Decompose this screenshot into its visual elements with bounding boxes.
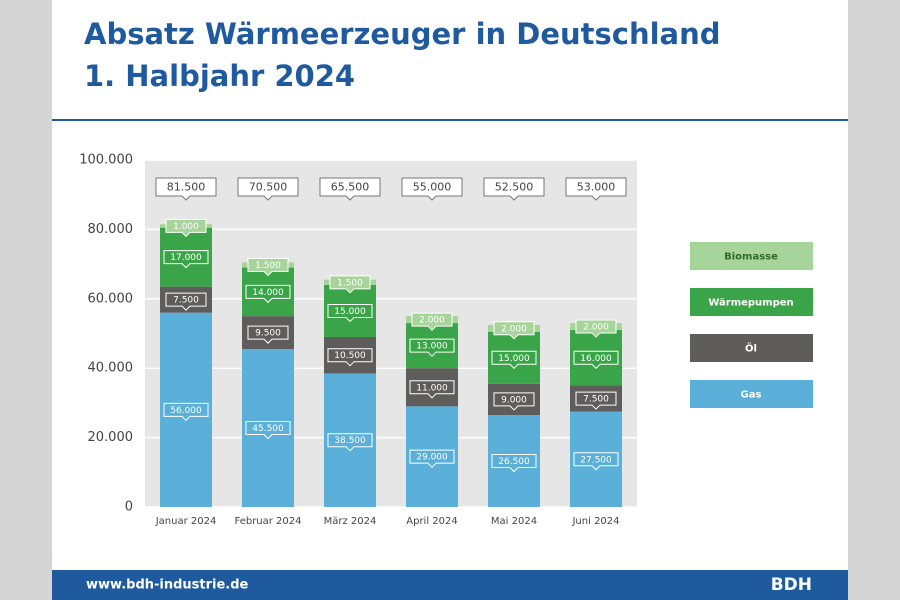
legend-label: Wärmepumpen — [708, 298, 793, 309]
value-label-box — [493, 321, 535, 340]
value-label-box — [327, 433, 373, 452]
value-label: 27.500 — [580, 455, 612, 465]
value-label-box — [163, 402, 209, 422]
value-label: 1.000 — [173, 222, 199, 232]
footer-url: www.bdh-industrie.de — [86, 578, 249, 593]
value-label: 16.000 — [580, 354, 612, 364]
total-box — [237, 177, 299, 201]
value-label-box — [575, 391, 617, 410]
total-label: 53.000 — [577, 181, 616, 194]
value-label: 7.500 — [173, 296, 199, 306]
x-tick-label: Februar 2024 — [234, 516, 301, 527]
value-label-box — [491, 454, 537, 473]
value-label-box — [411, 312, 453, 331]
x-tick-label: März 2024 — [324, 516, 377, 527]
legend-label: Gas — [741, 390, 762, 401]
value-label: 13.000 — [416, 342, 448, 352]
chart-title: Absatz Wärmeerzeuger in Deutschland — [84, 17, 721, 51]
value-label-box — [573, 452, 619, 471]
y-tick-label: 40.000 — [88, 361, 134, 376]
x-tick-label: Januar 2024 — [155, 516, 217, 527]
value-label-box — [247, 257, 289, 277]
value-label-box — [493, 392, 535, 411]
legend-swatch — [690, 242, 813, 270]
value-label: 45.500 — [252, 424, 284, 434]
value-label-box — [327, 303, 373, 323]
value-label-box — [575, 319, 617, 338]
plot-area — [145, 160, 637, 507]
value-label: 10.500 — [334, 351, 366, 361]
value-label-box — [491, 350, 537, 369]
value-label: 38.500 — [334, 436, 366, 446]
y-tick-label: 80.000 — [88, 222, 134, 237]
total-label: 65.500 — [331, 181, 370, 194]
legend-label: Öl — [745, 341, 757, 355]
value-label-box — [409, 338, 455, 357]
value-label: 11.000 — [416, 383, 448, 393]
y-tick-label: 60.000 — [88, 291, 134, 306]
total-label: 55.000 — [413, 181, 452, 194]
value-label: 1.500 — [337, 278, 363, 288]
value-label-box — [245, 421, 291, 440]
value-label-box — [329, 275, 371, 294]
value-label-box — [573, 350, 619, 369]
value-label: 29.000 — [416, 453, 448, 463]
total-box — [483, 177, 545, 201]
total-label: 52.500 — [495, 181, 534, 194]
value-label: 9.500 — [255, 329, 281, 339]
value-label: 15.000 — [498, 354, 530, 364]
value-label: 2.000 — [583, 323, 609, 333]
value-label: 7.500 — [583, 395, 609, 405]
value-label-box — [165, 292, 207, 311]
legend-swatch — [690, 380, 813, 408]
value-label: 56.000 — [170, 406, 202, 416]
total-box — [565, 177, 627, 201]
value-label-box — [163, 250, 209, 269]
value-label-box — [247, 325, 289, 344]
value-label-box — [409, 449, 455, 468]
total-box — [319, 177, 381, 201]
value-label-box — [245, 284, 291, 304]
x-tick-label: April 2024 — [406, 516, 457, 527]
x-tick-label: Juni 2024 — [571, 516, 619, 527]
total-box — [155, 177, 217, 201]
value-label: 15.000 — [334, 307, 366, 317]
y-tick-label: 100.000 — [79, 153, 133, 168]
footer-bar — [52, 570, 848, 600]
value-label: 14.000 — [252, 288, 284, 298]
value-label-box — [165, 218, 207, 238]
legend-label: Biomasse — [724, 252, 778, 263]
total-label: 70.500 — [249, 181, 288, 194]
value-label: 26.500 — [498, 457, 530, 467]
footer-brand: BDH — [771, 575, 812, 595]
value-label: 2.000 — [501, 324, 527, 334]
total-label: 81.500 — [167, 181, 206, 194]
value-label: 9.000 — [501, 395, 527, 405]
y-tick-label: 0 — [125, 500, 133, 515]
value-label-box — [409, 380, 455, 399]
total-box — [401, 177, 463, 201]
y-tick-label: 20.000 — [88, 430, 134, 445]
legend-swatch — [690, 334, 813, 362]
legend-swatch — [690, 288, 813, 316]
value-label: 1.500 — [255, 261, 281, 271]
x-tick-label: Mai 2024 — [491, 516, 537, 527]
value-label: 17.000 — [170, 253, 202, 263]
chart-title: 1. Halbjahr 2024 — [84, 59, 355, 93]
value-label-box — [327, 348, 373, 367]
value-label: 2.000 — [419, 316, 445, 326]
